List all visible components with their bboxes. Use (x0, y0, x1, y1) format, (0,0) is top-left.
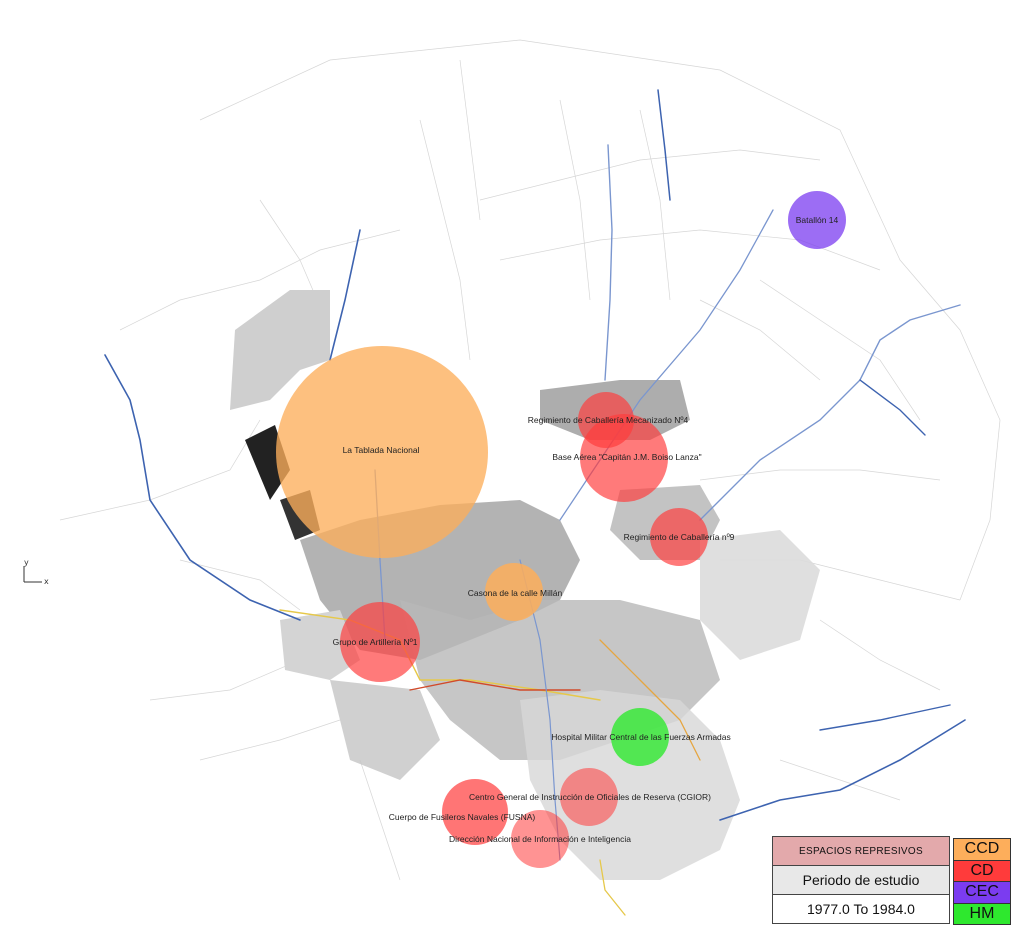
site-label-baseaerea: Base Aérea "Capitán J.M. Boiso Lanza" (552, 452, 701, 462)
site-label-cgior: Centro General de Instrucción de Oficial… (469, 792, 711, 802)
period-legend: ESPACIOS REPRESIVOS Periodo de estudio 1… (772, 836, 950, 924)
site-markers (276, 191, 846, 868)
site-circle-fusna[interactable] (442, 779, 508, 845)
site-label-hospital: Hospital Militar Central de las Fuerzas … (551, 732, 731, 742)
site-circle-batallon14[interactable] (788, 191, 846, 249)
axis-label-x: x (44, 577, 49, 586)
site-label-batallon14: Batallón 14 (796, 215, 839, 225)
site-circle-hospital[interactable] (611, 708, 669, 766)
site-label-reg9: Regimiento de Caballería nº9 (624, 532, 735, 542)
site-circle-reg9[interactable] (650, 508, 708, 566)
site-label-artilleria: Grupo de Artillería Nº1 (333, 637, 418, 647)
site-label-fusna: Cuerpo de Fusileros Navales (FUSNA) (389, 812, 536, 822)
site-label-tablada: La Tablada Nacional (343, 445, 420, 455)
site-label-dnii: Dirección Nacional de Información e Inte… (449, 834, 631, 844)
site-circle-millan[interactable] (485, 563, 543, 621)
site-labels: La Tablada Nacional Batallón 14 Regimien… (333, 215, 839, 844)
category-cd: CD (954, 860, 1010, 882)
category-legend: CCD CD CEC HM (953, 838, 1011, 925)
category-hm: HM (954, 903, 1010, 924)
category-ccd: CCD (954, 839, 1010, 861)
site-circle-baseaerea[interactable] (580, 414, 668, 502)
site-label-millan: Casona de la calle Millán (468, 588, 563, 598)
legend-range: 1977.0 To 1984.0 (773, 895, 949, 923)
legend-title: ESPACIOS REPRESIVOS (773, 837, 949, 866)
site-circle-artilleria[interactable] (340, 602, 420, 682)
site-circle-tablada[interactable] (276, 346, 488, 558)
category-cec: CEC (954, 882, 1010, 904)
axis-label-y: y (24, 558, 29, 567)
legend-subtitle: Periodo de estudio (773, 866, 949, 895)
axis-indicator: y x (23, 558, 49, 586)
site-circle-cgior[interactable] (560, 768, 618, 826)
site-label-reg4: Regimiento de Caballería Mecanizado Nº4 (528, 415, 689, 425)
site-circle-dnii[interactable] (511, 810, 569, 868)
